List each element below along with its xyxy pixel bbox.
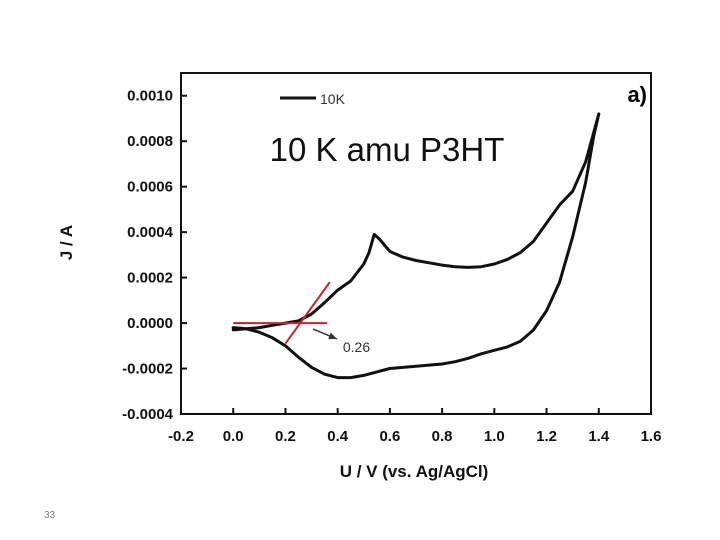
x-tick-label: 1.0	[484, 428, 505, 445]
annotation-label: 0.26	[343, 339, 370, 355]
plot-layer: -0.2 0.0 0.2 0.4 0.6 0.8 1.0 1.2 1.4 1.6 -0.0004 -0…	[57, 72, 662, 481]
x-tick-label: -0.2	[168, 428, 194, 445]
annotation-arrowhead	[328, 332, 337, 340]
x-tick-label: 0.4	[327, 428, 349, 445]
x-tick-label: 0.0	[223, 428, 244, 445]
x-tick-label: 1.4	[588, 428, 610, 445]
plot-frame	[180, 72, 652, 415]
y-tick-label: 0.0000	[127, 315, 173, 332]
x-tick-label: 0.6	[379, 428, 400, 445]
y-tick-label: 0.0010	[127, 88, 173, 105]
x-tick-label: 1.2	[536, 428, 557, 445]
x-tick-label: 1.6	[641, 428, 662, 445]
legend-label: 10K	[320, 91, 346, 107]
y-axis-label: J / A	[57, 225, 76, 260]
x-tick-label: 0.2	[275, 428, 296, 445]
y-tick-label: -0.0004	[122, 406, 174, 423]
y-tick-label: 0.0002	[127, 270, 173, 287]
y-tick-label: 0.0004	[127, 224, 174, 241]
y-tick-label: -0.0002	[122, 361, 173, 378]
y-tick-label: 0.0008	[127, 133, 173, 150]
chart-title: 10 K amu P3HT	[270, 131, 505, 168]
x-tick-label: 0.8	[432, 428, 453, 445]
slide-number: 33	[44, 510, 56, 521]
tangent-line	[284, 281, 331, 345]
panel-label: a)	[627, 82, 647, 107]
x-axis-label: U / V (vs. Ag/AgCl)	[340, 462, 489, 481]
y-tick-label: 0.0006	[127, 179, 173, 196]
series-line-0	[231, 112, 601, 380]
